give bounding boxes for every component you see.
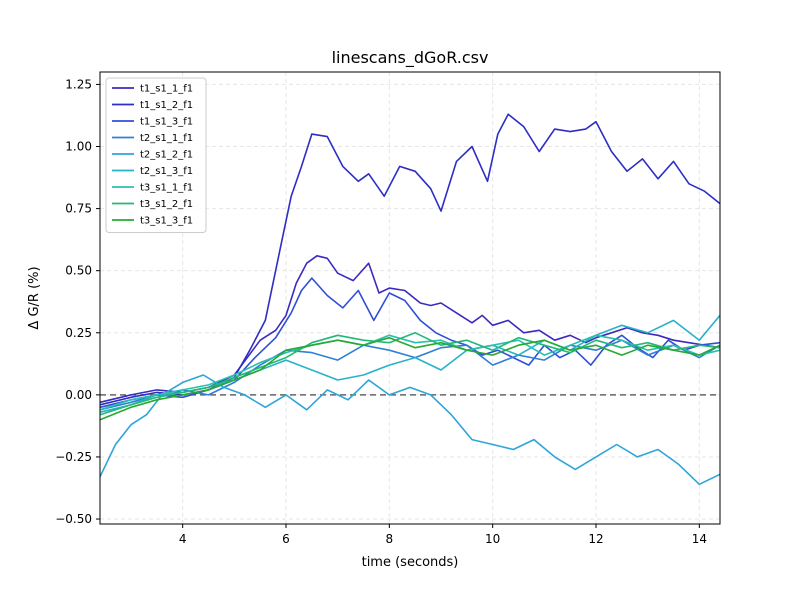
y-axis-label: Δ G/R (%) [27,266,42,329]
legend-label: t1_s1_3_f1 [140,117,193,128]
legend-label: t3_s1_2_f1 [140,199,193,210]
legend-label: t2_s1_3_f1 [140,166,193,177]
series-line-t1_s1_3_f1 [99,277,721,409]
legend-label: t3_s1_1_f1 [140,183,193,194]
series-line-t3_s1_3_f1 [99,336,721,421]
y-tick-label: −0.25 [55,450,92,464]
series-line-t3_s1_2_f1 [99,332,721,416]
legend-label: t3_s1_3_f1 [140,216,193,227]
x-tick-label: 8 [386,532,394,546]
y-tick-label: 1.00 [65,140,92,154]
y-tick-label: 0.00 [65,388,92,402]
legend: t1_s1_1_f1 t1_s1_2_f1 t1_s1_3_f1 t2_s1_1_f1… [105,77,207,233]
x-tick-label: 4 [179,532,187,546]
legend-label: t1_s1_2_f1 [140,100,193,111]
x-axis-ticks: 4 6 8 10 12 14 [179,524,707,546]
x-tick-label: 6 [282,532,290,546]
legend-box [105,77,207,233]
x-tick-label: 12 [588,532,603,546]
y-tick-label: 1.25 [65,77,92,91]
x-axis-label: time (seconds) [362,555,459,570]
series-lines [99,113,721,486]
y-tick-label: 0.25 [65,326,92,340]
chart-title: linescans_dGoR.csv [332,48,489,68]
series-line-t1_s1_2_f1 [99,113,721,406]
y-tick-label: 0.50 [65,264,92,278]
series-line-t1_s1_1_f1 [99,255,721,404]
series-line-t2_s1_2_f1 [99,374,721,486]
y-axis-ticks: −0.50 −0.25 0.00 0.25 0.50 0.75 1.00 1.25 [55,77,100,526]
plot-area-frame [99,71,721,525]
x-tick-label: 14 [692,532,707,546]
legend-label: t1_s1_1_f1 [140,84,193,95]
legend-label: t2_s1_2_f1 [140,150,193,161]
y-tick-label: 0.75 [65,202,92,216]
series-line-t3_s1_1_f1 [99,334,721,411]
y-tick-label: −0.50 [55,512,92,526]
x-tick-label: 10 [485,532,500,546]
legend-label: t2_s1_1_f1 [140,133,193,144]
